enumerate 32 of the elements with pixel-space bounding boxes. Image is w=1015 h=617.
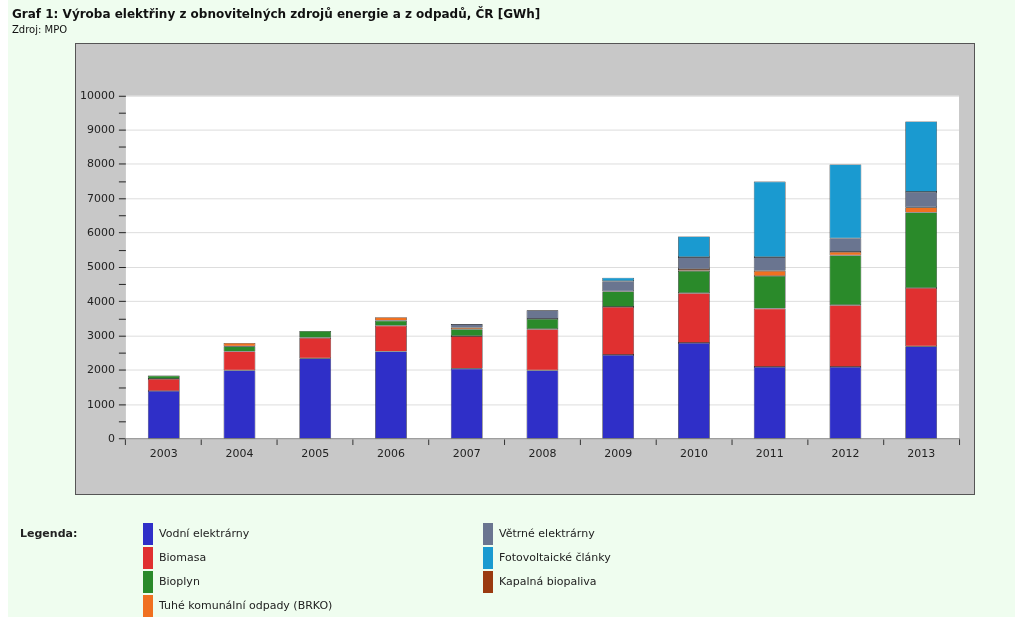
y-tick-label: 5000 bbox=[87, 260, 115, 274]
x-tick-label: 2008 bbox=[528, 447, 557, 461]
x-tick-label: 2006 bbox=[377, 447, 405, 461]
y-tick-label: 1000 bbox=[87, 397, 115, 411]
x-tick-label: 2005 bbox=[301, 447, 330, 461]
legend-label: Větrné elektrárny bbox=[499, 526, 595, 542]
x-tick-label: 2009 bbox=[604, 447, 633, 461]
x-tick-label: 2012 bbox=[831, 447, 860, 461]
legend-label: Bioplyn bbox=[159, 574, 200, 590]
chart-title: Graf 1: Výroba elektřiny z obnovitelných zdrojů energie a z odpadů, ČR [GWh] bbox=[12, 7, 541, 21]
y-tick-label: 0 bbox=[107, 431, 115, 445]
legend-title: Legenda: bbox=[20, 527, 78, 540]
legend-label: Tuhé komunální odpady (BRKO) bbox=[159, 598, 333, 614]
legend-label: Vodní elektrárny bbox=[159, 526, 250, 542]
x-tick-label: 2007 bbox=[452, 447, 481, 461]
y-tick-label: 10000 bbox=[80, 88, 115, 102]
y-tick-label: 7000 bbox=[87, 191, 115, 205]
y-tick-label: 8000 bbox=[87, 157, 115, 171]
x-tick-label: 2003 bbox=[149, 447, 178, 461]
y-tick-label: 9000 bbox=[87, 122, 115, 136]
x-tick-label: 2011 bbox=[755, 447, 784, 461]
legend-label: Fotovoltaické články bbox=[499, 550, 611, 566]
y-tick-label: 6000 bbox=[87, 225, 115, 239]
legend-label: Biomasa bbox=[159, 550, 207, 566]
y-tick-label: 4000 bbox=[87, 294, 115, 308]
x-tick-label: 2013 bbox=[907, 447, 936, 461]
y-tick-label: 3000 bbox=[87, 328, 115, 342]
x-tick-label: 2010 bbox=[679, 447, 708, 461]
legend-label: Kapalná biopaliva bbox=[499, 574, 597, 590]
x-tick-label: 2004 bbox=[225, 447, 254, 461]
text: Zdroj: MPO bbox=[12, 24, 68, 35]
y-tick-label: 2000 bbox=[87, 363, 115, 377]
